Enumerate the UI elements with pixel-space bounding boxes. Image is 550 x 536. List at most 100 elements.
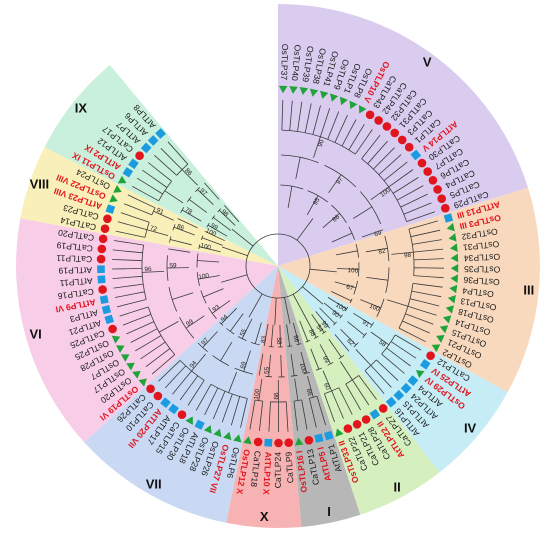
clade-label: IV bbox=[464, 421, 477, 436]
internal-branch bbox=[304, 121, 308, 133]
internal-branch bbox=[408, 223, 427, 230]
internal-branch bbox=[369, 322, 375, 328]
bootstrap-value: 95 bbox=[312, 196, 322, 206]
bootstrap-value: 100 bbox=[298, 362, 308, 375]
internal-branch bbox=[201, 237, 223, 246]
pepper-marker bbox=[177, 410, 187, 420]
terminal-branch bbox=[410, 343, 422, 351]
terminal-branch bbox=[333, 111, 340, 123]
rice-marker bbox=[446, 222, 455, 232]
internal-branch bbox=[168, 248, 191, 253]
clade-label: VII bbox=[146, 477, 162, 492]
rice-marker bbox=[233, 434, 242, 443]
pepper-marker bbox=[361, 415, 371, 424]
leaf-label: CaTLP16 bbox=[57, 287, 95, 302]
internal-branch bbox=[128, 299, 147, 305]
clade-label: VIII bbox=[30, 176, 50, 191]
clade-sectors bbox=[16, 4, 540, 529]
bootstrap-value: 90 bbox=[317, 138, 326, 147]
internal-branch bbox=[361, 229, 384, 238]
pepper-marker bbox=[437, 194, 447, 203]
clade-sector bbox=[278, 266, 508, 473]
internal-branch bbox=[160, 354, 176, 367]
terminal-branch bbox=[431, 276, 444, 279]
internal-branch bbox=[370, 186, 389, 201]
pepper-marker bbox=[96, 254, 106, 264]
leaf-label: CaTLP9 bbox=[283, 451, 295, 483]
terminal-branch bbox=[358, 388, 370, 406]
internal-branch bbox=[172, 292, 194, 300]
rice-marker bbox=[415, 370, 425, 378]
terminal-branch bbox=[195, 393, 206, 411]
rice-marker bbox=[309, 88, 319, 97]
internal-branch bbox=[365, 247, 388, 253]
tree-branches bbox=[111, 100, 445, 432]
bootstrap-value: 97 bbox=[198, 187, 208, 197]
terminal-branch bbox=[167, 141, 177, 151]
internal-branch bbox=[153, 210, 174, 221]
rice-marker bbox=[294, 437, 304, 446]
internal-branch bbox=[300, 351, 308, 374]
internal-branch bbox=[206, 222, 210, 228]
internal-branch bbox=[132, 243, 144, 246]
internal-branch bbox=[349, 298, 353, 304]
internal-branch bbox=[306, 195, 319, 215]
pepper-marker bbox=[426, 351, 435, 361]
terminal-branch bbox=[343, 397, 353, 415]
rice-marker bbox=[335, 428, 344, 437]
pepper-marker bbox=[397, 135, 407, 145]
leaf-label: CaTLP24 bbox=[273, 452, 283, 489]
internal-branch bbox=[174, 161, 183, 170]
pepper-marker bbox=[304, 436, 314, 445]
bootstrap-value: 98 bbox=[404, 252, 412, 260]
bootstrap-value: 94 bbox=[188, 359, 198, 369]
internal-branch bbox=[328, 338, 342, 358]
clade-stem bbox=[248, 293, 263, 318]
terminal-branch bbox=[122, 320, 135, 326]
arabidopsis-marker bbox=[97, 265, 105, 274]
terminal-branch bbox=[160, 148, 175, 163]
clade-stem bbox=[284, 297, 291, 324]
rice-marker bbox=[138, 378, 147, 387]
terminal-branch bbox=[115, 230, 128, 234]
rice-marker bbox=[330, 93, 339, 102]
terminal-branch bbox=[412, 185, 424, 192]
internal-branch bbox=[199, 246, 221, 253]
terminal-branch bbox=[119, 309, 138, 317]
pepper-marker bbox=[284, 438, 294, 448]
internal-branch bbox=[413, 250, 425, 253]
bootstrap-value: 100 bbox=[204, 227, 217, 238]
internal-branch bbox=[220, 391, 226, 402]
internal-branch bbox=[221, 307, 237, 325]
rice-marker bbox=[117, 175, 127, 184]
clade-label: II bbox=[393, 480, 400, 495]
internal-branch bbox=[218, 209, 236, 226]
internal-branch bbox=[331, 390, 340, 408]
internal-branch bbox=[322, 370, 333, 392]
pepper-marker bbox=[98, 234, 108, 244]
bootstrap-value: 78 bbox=[184, 206, 194, 216]
internal-branch bbox=[339, 361, 353, 381]
terminal-branch bbox=[317, 105, 321, 118]
internal-branch bbox=[378, 162, 393, 175]
internal-branch bbox=[289, 119, 292, 131]
terminal-branch bbox=[286, 419, 289, 432]
internal-branch bbox=[353, 206, 373, 219]
internal-branch bbox=[355, 349, 372, 366]
terminal-branch bbox=[113, 286, 126, 289]
rice-marker bbox=[116, 345, 125, 353]
clade-stem bbox=[221, 246, 248, 257]
arabidopsis-marker bbox=[140, 142, 152, 154]
internal-branch bbox=[360, 299, 381, 309]
internal-branch bbox=[258, 378, 263, 401]
arabidopsis-marker bbox=[99, 295, 109, 305]
internal-branch bbox=[151, 176, 168, 188]
internal-branch bbox=[322, 213, 340, 229]
terminal-branch bbox=[323, 108, 331, 127]
internal-branch bbox=[412, 283, 424, 286]
internal-branch bbox=[225, 393, 233, 412]
leaf-label: OsTLP40 bbox=[290, 44, 303, 81]
rice-marker bbox=[126, 362, 135, 371]
arabidopsis-marker bbox=[104, 314, 114, 325]
